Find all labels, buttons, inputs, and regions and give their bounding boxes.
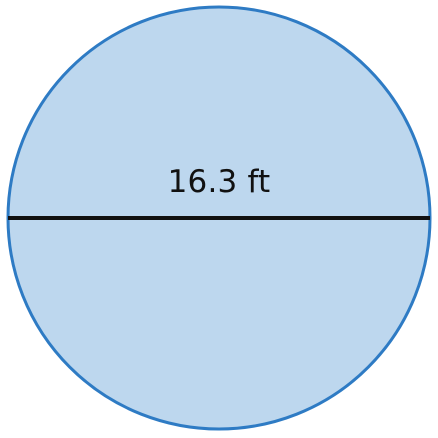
diameter-label: 16.3 ft [167, 164, 271, 200]
